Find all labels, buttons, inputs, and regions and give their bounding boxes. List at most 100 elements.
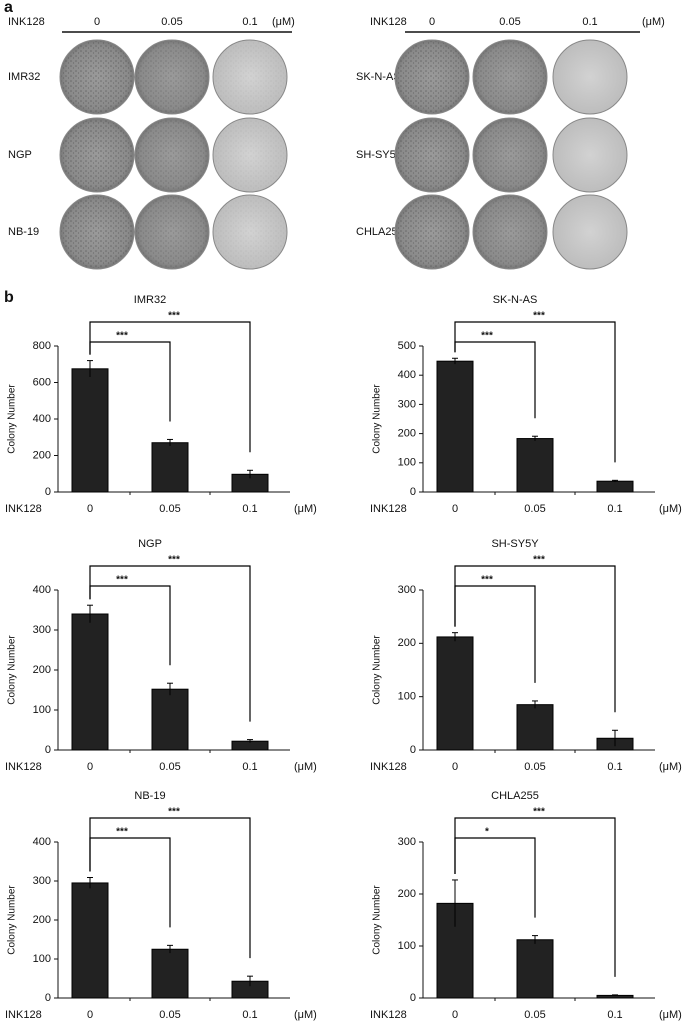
x-tick-label: 0.05 [524, 1009, 545, 1021]
x-unit-label: (μM) [294, 1009, 317, 1021]
x-axis-label: INK128 [5, 503, 42, 515]
x-tick-label: 0 [452, 503, 458, 515]
bar [71, 368, 109, 493]
x-axis-label: INK128 [370, 1009, 407, 1021]
y-tick-label: 100 [398, 691, 416, 703]
x-tick-label: 0.1 [607, 503, 622, 515]
colonies [136, 41, 208, 113]
significance-label: *** [168, 311, 180, 322]
y-tick-label: 0 [45, 744, 51, 756]
cell-line-label: NGP [8, 149, 32, 161]
panel-label: a [4, 0, 13, 16]
y-tick-label: 200 [33, 449, 51, 461]
cell-line-label: SK-N-AS [356, 71, 401, 83]
colonies [214, 196, 286, 268]
significance-label: *** [481, 331, 493, 342]
colonies [61, 119, 133, 191]
plate [552, 117, 628, 193]
colonies [474, 196, 546, 268]
plate [552, 194, 628, 270]
bar [151, 442, 189, 493]
y-tick-label: 200 [398, 888, 416, 900]
dose-label: 0.1 [582, 16, 597, 28]
x-tick-label: 0.1 [607, 761, 622, 773]
significance-bracket [454, 817, 616, 977]
significance-bracket [454, 565, 616, 713]
dose-label: 0.05 [161, 16, 182, 28]
x-unit-label: (μM) [294, 503, 317, 515]
y-axis-label: Colony Number [372, 885, 383, 955]
bar [516, 704, 554, 751]
cell-line-label: SH-SY5Y [356, 149, 404, 161]
bar [516, 939, 554, 999]
y-tick-label: 300 [398, 836, 416, 848]
y-axis-label: Colony Number [7, 384, 18, 454]
x-tick-label: 0 [452, 1009, 458, 1021]
x-unit-label: (μM) [659, 503, 682, 515]
colonies [61, 196, 133, 268]
significance-label: *** [533, 555, 545, 566]
bar [151, 688, 189, 751]
y-tick-label: 100 [398, 940, 416, 952]
significance-bracket [454, 321, 616, 463]
colonies [136, 119, 208, 191]
y-tick-label: 0 [410, 992, 416, 1004]
cell-line-label: NB-19 [8, 226, 39, 238]
significance-label: *** [116, 827, 128, 838]
y-axis-label: Colony Number [372, 384, 383, 454]
bar [596, 480, 634, 493]
x-axis-label: INK128 [370, 761, 407, 773]
y-tick-label: 500 [398, 340, 416, 352]
chart-title: SH-SY5Y [491, 538, 539, 550]
bar [151, 948, 189, 999]
colonies [474, 119, 546, 191]
x-tick-label: 0 [452, 761, 458, 773]
cell-line-label: CHLA255 [356, 226, 404, 238]
x-tick-label: 0 [87, 1009, 93, 1021]
x-tick-label: 0.05 [524, 503, 545, 515]
bar [436, 360, 474, 493]
colonies [396, 119, 468, 191]
y-tick-label: 400 [33, 584, 51, 596]
x-axis-label: INK128 [5, 1009, 42, 1021]
chart-title: CHLA255 [491, 790, 539, 802]
bar [516, 438, 554, 493]
dose-label: 0 [94, 16, 100, 28]
y-tick-label: 0 [410, 744, 416, 756]
y-tick-label: 300 [398, 584, 416, 596]
x-tick-label: 0.05 [159, 1009, 180, 1021]
significance-label: *** [116, 575, 128, 586]
x-tick-label: 0.05 [159, 761, 180, 773]
x-axis-label: INK128 [370, 503, 407, 515]
y-axis-label: Colony Number [372, 635, 383, 705]
x-unit-label: (μM) [659, 1009, 682, 1021]
y-tick-label: 0 [45, 992, 51, 1004]
x-tick-label: 0 [87, 503, 93, 515]
y-tick-label: 400 [33, 836, 51, 848]
bar [71, 882, 109, 999]
y-tick-label: 200 [398, 428, 416, 440]
dose-label: 0.05 [499, 16, 520, 28]
x-axis-label: INK128 [5, 761, 42, 773]
x-tick-label: 0.1 [242, 503, 257, 515]
y-tick-label: 100 [33, 953, 51, 965]
bar [436, 636, 474, 751]
panel-label: b [4, 289, 14, 306]
y-tick-label: 0 [410, 486, 416, 498]
x-tick-label: 0.1 [607, 1009, 622, 1021]
colonies [214, 41, 286, 113]
chart-title: SK-N-AS [493, 294, 538, 306]
y-tick-label: 800 [33, 340, 51, 352]
y-tick-label: 400 [398, 369, 416, 381]
y-tick-label: 200 [398, 637, 416, 649]
y-tick-label: 100 [398, 457, 416, 469]
y-tick-label: 200 [33, 664, 51, 676]
significance-bracket [89, 565, 251, 722]
cell-line-label: IMR32 [8, 71, 40, 83]
significance-bracket [89, 817, 251, 959]
x-tick-label: 0.05 [159, 503, 180, 515]
dose-label: 0 [429, 16, 435, 28]
y-axis-label: Colony Number [7, 885, 18, 955]
x-unit-label: (μM) [659, 761, 682, 773]
